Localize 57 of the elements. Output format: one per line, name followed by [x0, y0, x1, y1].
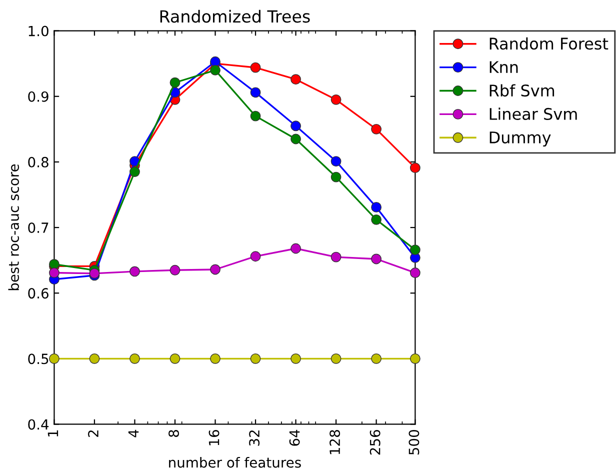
point — [250, 251, 261, 262]
chart-title: Randomized Trees — [160, 10, 310, 23]
point — [250, 110, 261, 122]
legend-label: Dummy — [490, 132, 551, 147]
x-tick-label: 64 — [289, 430, 300, 446]
x-tick-label: 32 — [249, 430, 260, 446]
legend-label: Rbf Svm — [490, 84, 554, 97]
point — [170, 353, 180, 364]
point — [210, 353, 220, 364]
point — [170, 264, 180, 276]
x-tick-label: 1 — [48, 430, 58, 436]
point — [290, 74, 301, 85]
legend-label: Random Forest — [490, 37, 608, 50]
y-axis-title: best roc-auc score — [8, 164, 20, 290]
x-tick-label: 8 — [168, 430, 180, 437]
y-tick-label: 0.9 — [28, 91, 48, 102]
y-tick-label: 1.0 — [28, 26, 48, 36]
point — [250, 353, 261, 364]
point — [170, 77, 180, 88]
point — [330, 353, 342, 364]
x-tick-label: 4 — [128, 430, 139, 438]
x-tick-label: 128 — [330, 430, 340, 454]
point — [210, 264, 220, 275]
point — [290, 120, 301, 132]
point — [290, 353, 301, 364]
point — [330, 172, 342, 182]
y-tick-label: 0.5 — [28, 354, 48, 364]
point — [330, 156, 342, 167]
point — [371, 214, 382, 225]
point — [130, 266, 140, 277]
x-tick-label: 16 — [208, 430, 220, 446]
point — [290, 243, 301, 254]
point — [330, 94, 342, 105]
y-tick-label: 0.4 — [28, 419, 49, 430]
legend-label: Knn — [490, 61, 518, 73]
point — [48, 353, 60, 364]
y-tick-label: 0.7 — [28, 222, 48, 233]
point — [130, 353, 140, 364]
point — [48, 268, 60, 278]
point — [89, 353, 100, 364]
point — [330, 252, 342, 262]
x-tick-label: 256 — [370, 430, 380, 455]
point — [290, 134, 301, 144]
y-tick-label: 0.6 — [28, 288, 48, 299]
x-tick-label: 500 — [408, 430, 420, 455]
x-tick-label: 2 — [88, 430, 98, 437]
point — [371, 353, 382, 364]
point — [371, 254, 382, 264]
legend-label: Linear Svm — [490, 108, 577, 120]
point — [250, 62, 261, 73]
point — [371, 202, 382, 212]
y-tick-label: 0.8 — [28, 156, 48, 168]
point — [250, 87, 261, 98]
x-axis-title: number of features — [169, 456, 301, 468]
point — [371, 124, 382, 134]
point — [210, 64, 220, 76]
point — [130, 166, 140, 177]
